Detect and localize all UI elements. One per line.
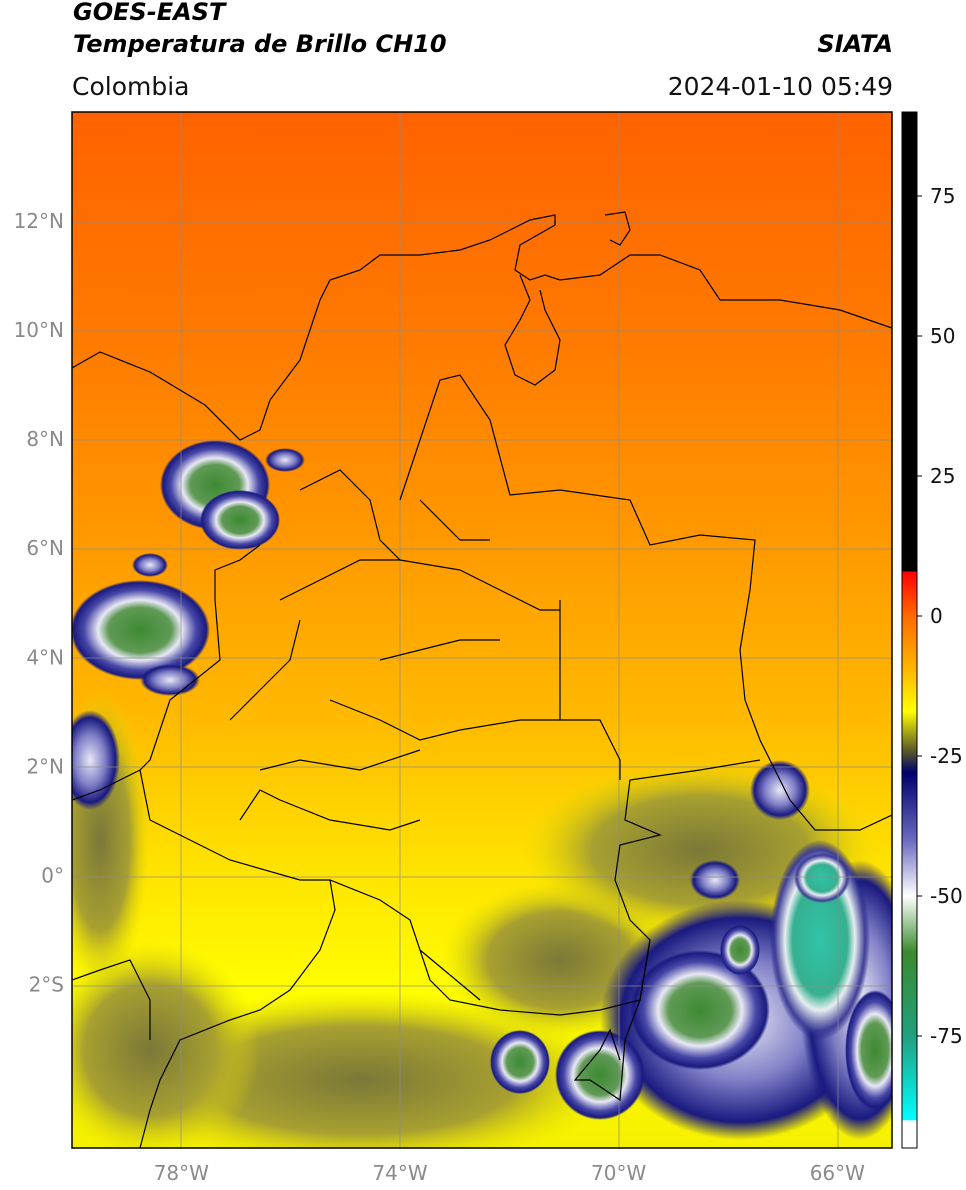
lat-tick-label: 6°N	[26, 536, 64, 560]
map-gridlines	[72, 112, 892, 1148]
timestamp: 2024-01-10 05:49	[667, 72, 893, 101]
lat-tick-label: 2°N	[26, 754, 64, 778]
colorbar-tick-label: -25	[930, 744, 963, 768]
title-product: Temperatura de Brillo CH10	[73, 30, 447, 58]
lon-tick-label: 70°W	[591, 1161, 646, 1185]
title-region: Colombia	[72, 72, 190, 101]
brand-label: SIATA	[817, 30, 893, 58]
colorbar-ticks: 75 50 25 0 -25 -50 -75	[917, 184, 963, 1048]
title-satellite: GOES-EAST	[73, 0, 226, 26]
map-frame	[71, 111, 893, 1149]
lon-tick-label: 74°W	[372, 1161, 427, 1185]
lon-tick-label: 78°W	[154, 1161, 209, 1185]
lat-tick-label: 10°N	[14, 318, 64, 342]
lon-tick-label: 66°W	[810, 1161, 865, 1185]
satellite-imagery	[72, 112, 892, 1148]
colorbar	[901, 111, 918, 1149]
country-borders	[72, 211, 892, 1148]
latitude-axis: 12°N 10°N 8°N 6°N 4°N 2°N 0° 2°S	[14, 209, 64, 996]
colorbar-tick-label: 25	[930, 464, 955, 488]
colorbar-tick-label: 0	[930, 604, 943, 628]
lat-tick-label: 8°N	[26, 427, 64, 451]
lat-tick-label: 2°S	[29, 972, 64, 996]
longitude-axis: 78°W 74°W 70°W 66°W	[154, 1161, 865, 1185]
colorbar-tick-label: 75	[930, 184, 955, 208]
colorbar-tick-label: -50	[930, 884, 963, 908]
colorbar-tick-label: -75	[930, 1024, 963, 1048]
lat-tick-label: 4°N	[26, 645, 64, 669]
lat-tick-label: 12°N	[14, 209, 64, 233]
lat-tick-label: 0°	[41, 863, 64, 887]
colorbar-tick-label: 50	[930, 324, 955, 348]
